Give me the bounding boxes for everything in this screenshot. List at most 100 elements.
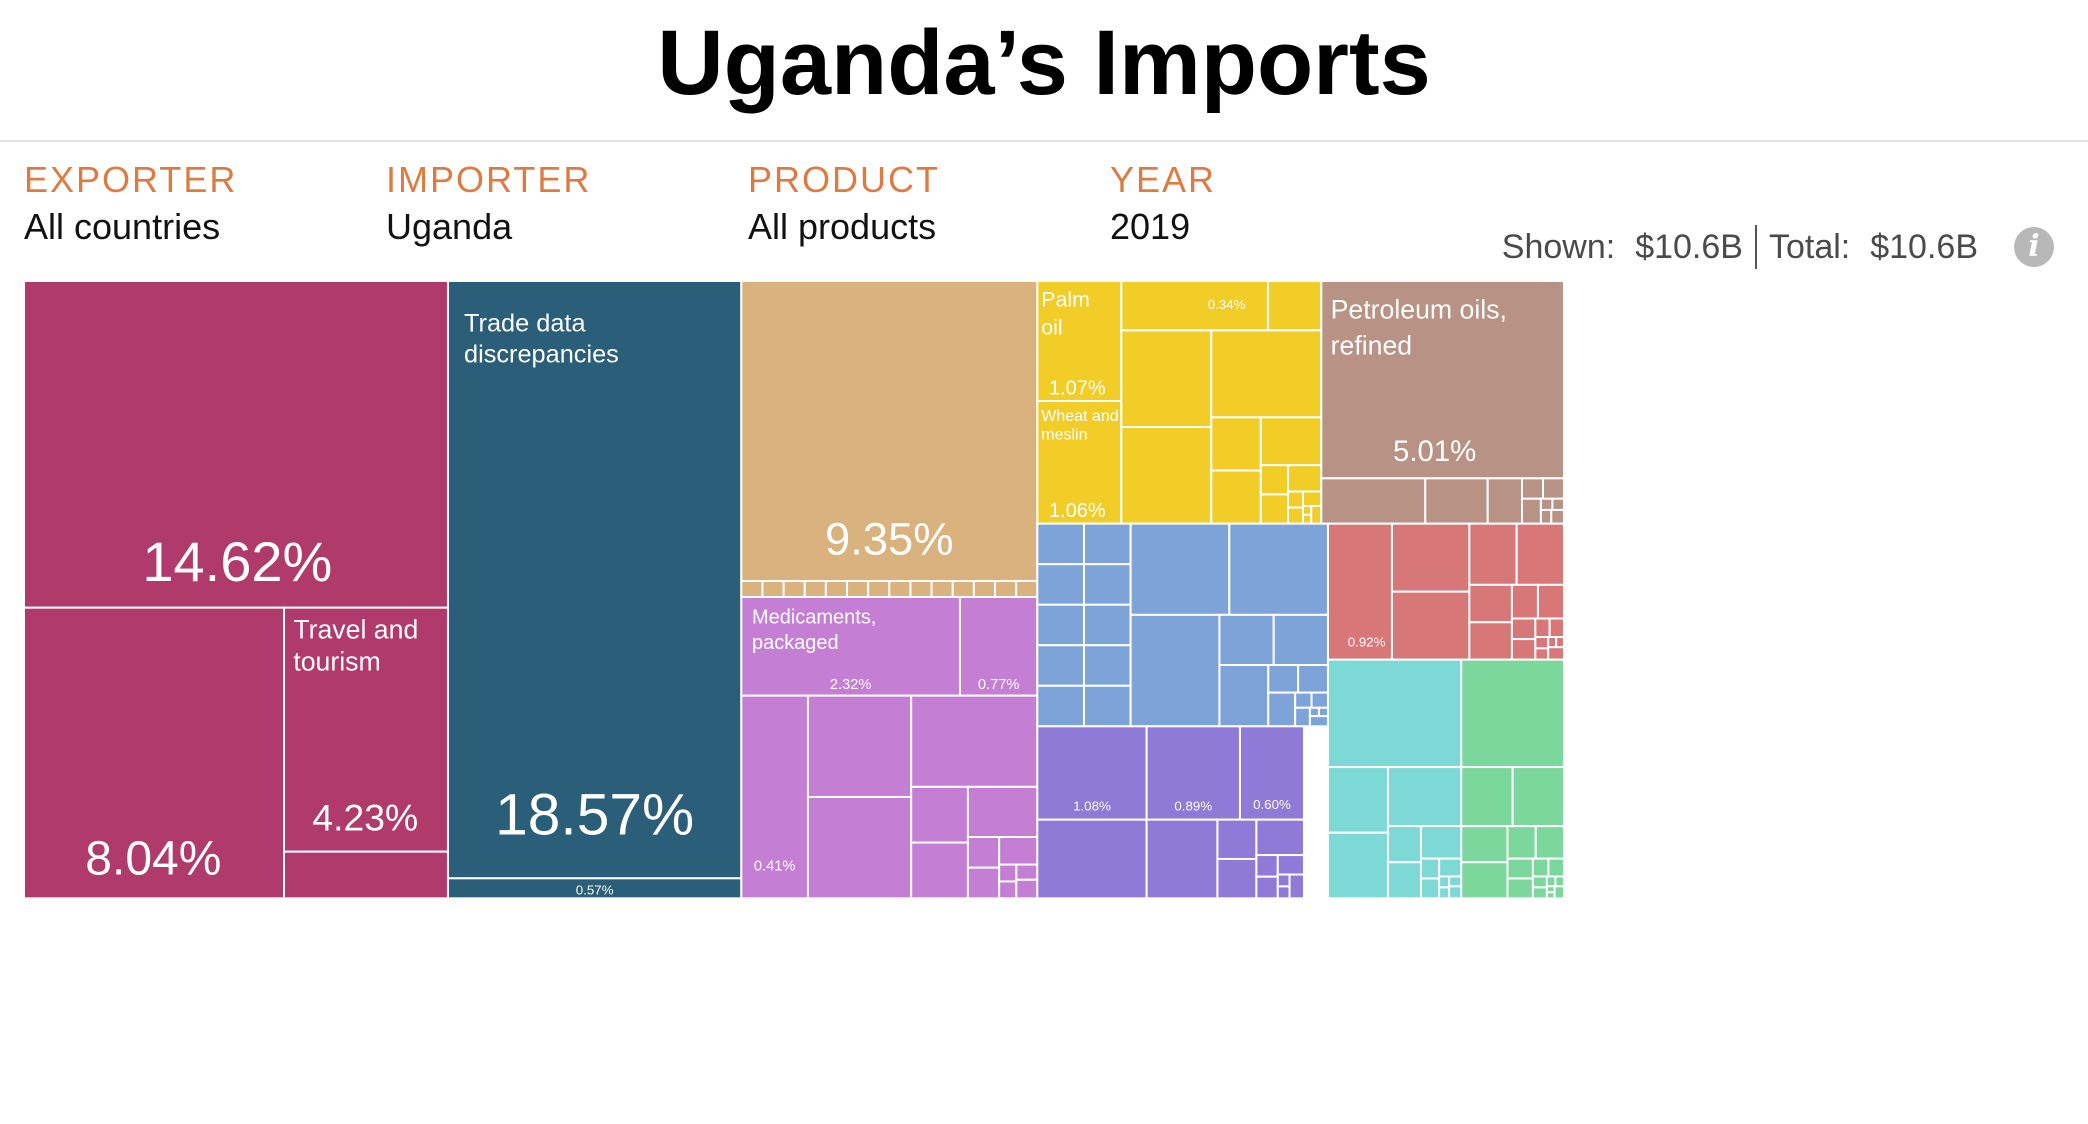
treemap-subtile-8[interactable] — [867, 579, 891, 598]
treemap-subtile-10[interactable] — [909, 579, 933, 598]
info-icon[interactable]: i — [2014, 227, 2054, 267]
filter-importer-value[interactable]: Uganda — [386, 206, 513, 247]
treemap-subtile-125[interactable] — [1460, 825, 1509, 864]
treemap-subtile-84[interactable] — [1255, 818, 1305, 857]
treemap-subtile-80[interactable] — [1036, 818, 1148, 900]
treemap-subtile-53[interactable] — [1539, 508, 1553, 525]
treemap-subtile-12[interactable] — [951, 579, 975, 598]
treemap-subtile-124[interactable] — [1511, 766, 1565, 828]
treemap-subtile-11[interactable] — [930, 579, 954, 598]
treemap-subtile-3[interactable] — [761, 579, 785, 598]
tile-trade-discrepancies[interactable] — [446, 280, 743, 880]
treemap-subtile-120[interactable] — [1448, 875, 1463, 888]
treemap-subtile-134[interactable] — [1531, 886, 1548, 900]
treemap-subtile-49[interactable] — [1541, 477, 1565, 500]
treemap-subtile-89[interactable] — [1276, 885, 1291, 900]
treemap-subtile-105[interactable] — [1547, 636, 1558, 649]
treemap-subtile-1[interactable] — [282, 850, 449, 900]
treemap-subtile-50[interactable] — [1521, 497, 1542, 525]
treemap-subtile-64[interactable] — [1082, 684, 1132, 728]
treemap-subtile-34[interactable] — [1210, 469, 1262, 525]
tile-vegetable-034[interactable] — [1120, 280, 1269, 332]
treemap-subtile-21[interactable] — [966, 785, 1039, 839]
treemap-subtile-76[interactable] — [1294, 706, 1311, 728]
treemap-subtile-43[interactable] — [1302, 513, 1313, 525]
treemap-subtile-45[interactable] — [1320, 477, 1427, 525]
treemap-subtile-59[interactable] — [1036, 603, 1085, 647]
filter-importer[interactable]: IMPORTER Uganda — [386, 158, 591, 252]
treemap-subtile-41[interactable] — [1302, 490, 1323, 507]
treemap-subtile-92[interactable] — [1390, 590, 1471, 661]
treemap-subtile-46[interactable] — [1424, 477, 1489, 525]
treemap-subtile-15[interactable] — [1015, 579, 1039, 598]
treemap-subtile-30[interactable] — [1120, 329, 1213, 428]
treemap-subtile-95[interactable] — [1468, 583, 1513, 624]
tile-ict[interactable] — [23, 606, 285, 900]
treemap-subtile-13[interactable] — [972, 579, 997, 598]
treemap-subtile-66[interactable] — [1228, 522, 1329, 616]
tile-travel-tourism[interactable] — [282, 606, 449, 853]
tile-chemicals-small[interactable] — [740, 694, 809, 900]
treemap-subtile-9[interactable] — [888, 579, 912, 598]
treemap-subtile-128[interactable] — [1534, 825, 1565, 860]
treemap-subtile-121[interactable] — [1448, 885, 1463, 900]
treemap-subtile-119[interactable] — [1438, 886, 1451, 900]
treemap-subtile-133[interactable] — [1531, 875, 1548, 889]
treemap-subtile-70[interactable] — [1218, 664, 1270, 728]
treemap-subtile-31[interactable] — [1120, 425, 1213, 525]
treemap-subtile-107[interactable] — [1547, 646, 1565, 661]
treemap-subtile-62[interactable] — [1082, 644, 1132, 687]
treemap-subtile-90[interactable] — [1288, 873, 1305, 900]
treemap-subtile-131[interactable] — [1531, 857, 1550, 878]
treemap-subtile-22[interactable] — [966, 836, 1001, 869]
treemap-subtile-6[interactable] — [824, 579, 849, 598]
tile-transport[interactable] — [23, 280, 449, 609]
treemap-subtile-42[interactable] — [1302, 504, 1313, 516]
treemap-subtile-104[interactable] — [1534, 647, 1550, 661]
treemap-subtile-135[interactable] — [1545, 875, 1557, 888]
treemap-subtile-72[interactable] — [1297, 664, 1329, 694]
treemap-subtile-7[interactable] — [846, 579, 870, 598]
treemap-subtile-106[interactable] — [1555, 636, 1565, 649]
treemap-subtile-57[interactable] — [1036, 563, 1085, 606]
treemap-subtile-129[interactable] — [1506, 857, 1534, 880]
treemap-subtile-25[interactable] — [998, 863, 1018, 883]
treemap-subtile-132[interactable] — [1547, 857, 1565, 878]
treemap-subtile-97[interactable] — [1510, 583, 1539, 620]
treemap-subtile-16[interactable] — [806, 694, 913, 798]
treemap-subtile-85[interactable] — [1255, 854, 1279, 878]
filter-product-value[interactable]: All products — [748, 206, 937, 247]
treemap-subtile-110[interactable] — [1326, 831, 1389, 900]
treemap-subtile-96[interactable] — [1468, 621, 1513, 661]
treemap-subtile-61[interactable] — [1036, 644, 1085, 687]
tile-petroleum-refined[interactable] — [1320, 280, 1565, 480]
treemap-subtile-71[interactable] — [1267, 664, 1300, 694]
treemap-subtile-51[interactable] — [1539, 497, 1554, 511]
treemap-subtile-127[interactable] — [1506, 825, 1537, 860]
treemap-subtile-18[interactable] — [910, 694, 1039, 788]
treemap-subtile-23[interactable] — [966, 866, 1001, 900]
treemap-subtile-27[interactable] — [1015, 863, 1039, 881]
treemap-subtile-29[interactable] — [1266, 280, 1323, 332]
treemap-subtile-26[interactable] — [998, 880, 1018, 900]
treemap-subtile-28[interactable] — [1015, 878, 1039, 900]
treemap-subtile-63[interactable] — [1036, 684, 1085, 728]
treemap-subtile-77[interactable] — [1308, 706, 1320, 718]
treemap-subtile-103[interactable] — [1534, 636, 1550, 650]
treemap-subtile-60[interactable] — [1082, 603, 1132, 647]
treemap-subtile-112[interactable] — [1386, 825, 1422, 864]
treemap-subtile-139[interactable] — [1553, 885, 1565, 900]
treemap-subtile-38[interactable] — [1287, 464, 1323, 493]
treemap-subtile-93[interactable] — [1468, 522, 1518, 586]
filter-exporter-value[interactable]: All countries — [24, 206, 221, 247]
treemap-subtile-138[interactable] — [1545, 891, 1556, 900]
treemap-subtile-55[interactable] — [1036, 522, 1085, 566]
treemap-subtile-117[interactable] — [1438, 857, 1463, 878]
treemap-subtile-2[interactable] — [740, 579, 764, 598]
treemap-subtile-100[interactable] — [1510, 638, 1537, 661]
tile-medicaments[interactable] — [740, 595, 961, 697]
treemap-subtile-4[interactable] — [782, 579, 806, 598]
filter-product[interactable]: PRODUCT All products — [748, 158, 940, 252]
treemap-subtile-5[interactable] — [803, 579, 827, 598]
treemap-subtile-54[interactable] — [1550, 508, 1565, 525]
